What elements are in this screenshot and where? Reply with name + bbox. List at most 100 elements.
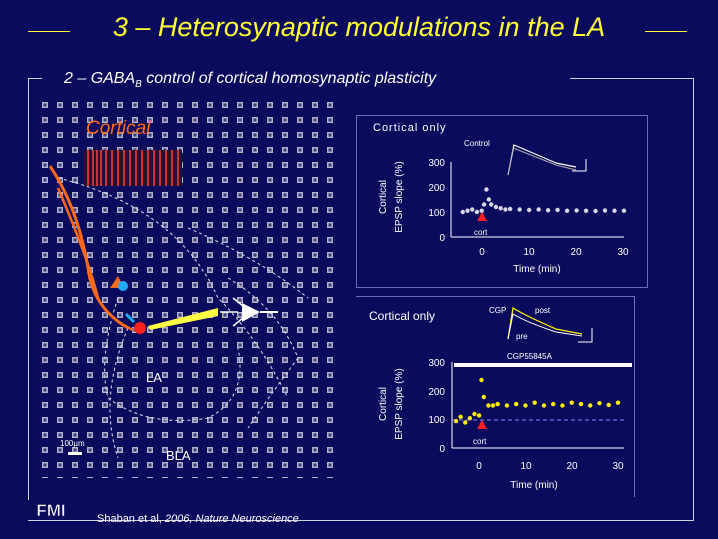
frame-top-right [570,78,693,79]
bottom-chart-title: Cortical only [369,309,435,323]
top-inset-trace-2 [507,147,577,176]
bottom-inset-trace-pre [507,313,583,340]
bottom-x-ticks: 0 10 20 30 [476,461,624,472]
data-point [612,208,617,213]
top-xtick: 30 [617,247,629,258]
bottom-ylabel-2: EPSP slope (%) [394,368,405,440]
data-point [578,401,584,407]
subtitle-pre: 2 – GABA [64,70,136,87]
data-point [615,400,621,405]
data-point [602,208,608,213]
logo-text: FMI [36,501,65,520]
bottom-inset-trace-post [507,306,583,340]
data-point [564,208,570,213]
slide-title: 3 – Heterosynaptic modulations in the LA [112,12,606,42]
data-point [465,208,470,213]
top-xtick: 10 [523,247,535,258]
slide-subtitle: 2 – GABAB control of cortical homosynapt… [64,70,436,90]
data-point [569,400,574,405]
top-stim-arrow [477,212,487,221]
stim-electrode-blue-2 [124,312,136,324]
top-panel [356,115,648,288]
data-point [467,416,473,421]
bottom-xlabel: Time (min) [510,480,557,491]
top-inset-scale [572,159,587,172]
content-frame [28,78,694,521]
stim-electrode-blue [118,281,128,291]
title-rule-right [645,31,687,32]
data-point [486,403,491,408]
data-point [481,202,487,207]
data-point [551,401,556,407]
spike-raster [84,150,182,186]
data-point [513,401,519,407]
top-chart-title: Cortical only [373,122,447,134]
data-point [593,208,598,214]
data-point [460,209,465,215]
top-ytick: 0 [439,233,445,244]
data-point [486,197,492,202]
frame-top-left [28,78,42,79]
bottom-xtick: 10 [520,461,532,472]
data-point [588,403,593,408]
recording-pipette [148,308,218,330]
data-point [504,403,510,408]
top-ytick: 200 [428,183,445,194]
bottom-y-ticks: 300 200 100 0 [428,358,445,455]
data-point [532,400,537,405]
data-point [555,207,560,213]
drug-bar [454,363,632,367]
data-point [560,403,565,408]
citation-authors: Shaban et al, [97,513,165,525]
top-arrow-label: cort [474,228,488,237]
data-point [526,207,532,213]
top-ytick: 300 [428,158,445,169]
data-point [523,403,528,408]
data-point [484,187,489,192]
top-xtick: 0 [479,247,485,258]
fmi-logo: FMI [24,500,78,520]
top-xtick: 20 [570,247,582,258]
data-point [493,204,499,210]
data-point [470,207,475,212]
bottom-arrow-label: cort [473,437,487,446]
data-point [507,206,513,212]
bottom-xtick: 0 [476,461,482,472]
bla-label: BLA [166,448,191,463]
data-point [489,202,494,207]
bottom-inset-post: post [535,306,551,315]
region-outlines [57,177,309,459]
data-point [472,411,477,417]
top-chart: Cortical only Control Cortical EPSP slop… [373,122,629,275]
subtitle-sub: B [135,79,142,91]
data-point [621,208,627,213]
top-y-ticks: 300 200 100 0 [428,158,445,244]
data-point [536,207,541,212]
histology-image: Cortical LA BLA 100µm [38,98,338,478]
bottom-stim-arrow [477,420,487,429]
scale-label: 100µm [60,439,85,448]
stim-electrode-red [134,322,146,334]
bottom-ytick: 0 [439,444,445,455]
bottom-inset-pre: pre [516,332,528,341]
data-point [490,403,496,408]
citation: Shaban et al, 2006, Nature Neuroscience [97,513,299,525]
bottom-ylabel-1: Cortical [378,387,389,421]
data-point [474,209,480,215]
bottom-ytick: 300 [428,358,445,369]
drug-bar-label: CGP55845A [507,352,553,361]
data-point [541,403,547,408]
data-point [463,420,468,425]
neuron-soma [242,303,260,322]
data-point [453,418,459,424]
data-point [495,401,500,407]
bottom-inset-cgp: CGP [489,306,506,315]
data-point [498,206,503,211]
title-rule-left [28,31,70,32]
top-inset-label: Control [464,139,490,148]
bottom-chart: Cortical only CGP post pre CGP55845A Cor… [369,306,632,491]
bottom-inset-scale [578,328,593,343]
bottom-panel [356,296,635,497]
cortical-label: Cortical [86,118,151,139]
bottom-ytick: 200 [428,387,445,398]
